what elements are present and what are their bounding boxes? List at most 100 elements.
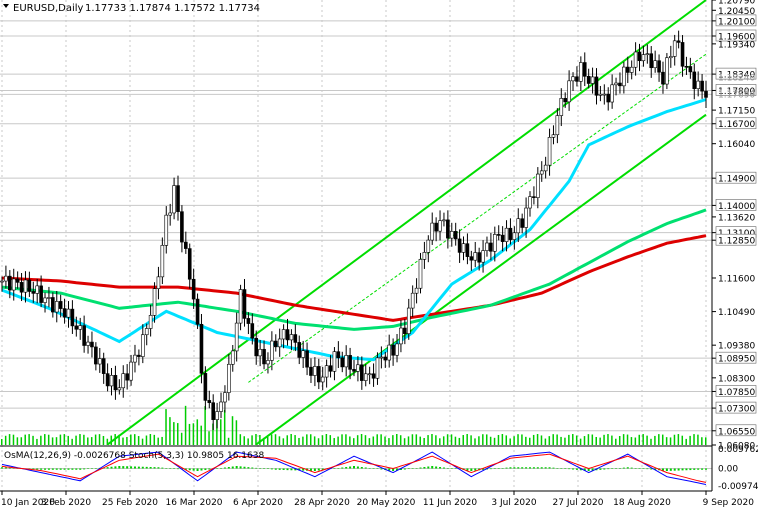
osma-bar — [47, 468, 50, 470]
osma-bar — [184, 468, 187, 470]
osma-bar — [200, 468, 203, 471]
volume-bar — [505, 435, 508, 445]
osma-bar — [59, 468, 62, 470]
price-level-box — [715, 401, 757, 414]
volume-bar — [497, 434, 500, 445]
candle-body — [594, 76, 599, 96]
volume-bar — [137, 436, 140, 445]
osma-bar — [110, 466, 113, 469]
stoch-main-line — [1, 451, 707, 485]
candlesticks — [0, 30, 708, 430]
osma-bar — [701, 468, 704, 470]
volume-bar — [40, 435, 42, 445]
candle-body — [461, 243, 466, 253]
candle-body — [438, 220, 442, 232]
candle-body — [176, 185, 180, 212]
volume-bar — [646, 435, 648, 445]
osma-bar — [634, 468, 637, 469]
osma-bar — [622, 467, 625, 469]
volume-bar — [1, 439, 3, 445]
volume-bar — [153, 434, 156, 445]
osma-bar — [63, 468, 66, 470]
osma-bar — [106, 467, 109, 469]
osma-bar — [196, 468, 199, 471]
candle-body — [39, 285, 43, 303]
candle-body — [47, 297, 51, 299]
volume-bar — [364, 435, 367, 445]
volume-bar — [454, 436, 457, 445]
volume-bar — [701, 437, 703, 445]
volume-bar — [423, 437, 425, 445]
volume-bar — [102, 435, 105, 445]
osma-bar — [615, 468, 618, 469]
candle-body — [230, 350, 235, 365]
volume-bar — [141, 438, 144, 445]
volume-bar — [693, 434, 695, 445]
price-tick-label: 1.16040 — [718, 140, 755, 150]
osma-bar — [220, 468, 223, 469]
osma-bar — [568, 468, 571, 470]
candle-body — [121, 373, 126, 389]
candle-body — [543, 164, 548, 172]
price-tick-label: 1.11600 — [718, 275, 755, 285]
volume-bar — [411, 434, 414, 445]
candle-body — [700, 80, 704, 92]
candle-body — [223, 392, 227, 403]
candle-body — [137, 354, 141, 357]
volume-bar — [353, 438, 355, 445]
candle-body — [473, 252, 478, 261]
time-tick-label: 27 Jul 2020 — [553, 498, 604, 508]
volume-bar — [44, 434, 46, 445]
volume-bar — [478, 436, 480, 445]
osma-bar — [141, 466, 144, 469]
osma-bar — [669, 468, 672, 471]
volume-bar — [568, 434, 570, 445]
volume-bar — [399, 435, 402, 445]
dropdown-arrow-icon[interactable] — [3, 4, 9, 8]
candle-body — [11, 278, 16, 291]
volume-bar — [697, 434, 699, 445]
osma-bar — [474, 468, 477, 471]
candle-body — [680, 42, 685, 67]
vertical-grid — [1, 0, 707, 491]
osma-bar — [454, 468, 457, 469]
candle-body — [191, 278, 196, 300]
candle-body — [156, 276, 161, 290]
volume-bar — [493, 437, 496, 445]
osma-bar — [661, 468, 664, 471]
volume-bar — [681, 435, 684, 445]
price-tick-label: 1.07850 — [718, 388, 755, 398]
candle-body — [97, 358, 102, 365]
candle-body — [8, 275, 12, 291]
osma-bar — [118, 466, 121, 469]
candle-body — [622, 66, 626, 87]
osma-bar — [216, 468, 219, 469]
time-tick-label: 9 Sep 2020 — [703, 498, 755, 508]
candle-body — [0, 280, 4, 283]
volume-bar — [59, 434, 62, 445]
osma-bar — [55, 468, 58, 470]
candle-body — [277, 338, 282, 348]
osma-bar — [157, 467, 160, 469]
candle-body — [242, 289, 247, 319]
candle-body — [360, 364, 364, 381]
channel-line — [248, 53, 707, 383]
volume-bar — [372, 436, 375, 445]
price-tick-label: 1.17800 — [718, 87, 755, 97]
price-tick-label: 1.19600 — [718, 32, 755, 42]
osma-bar — [28, 468, 31, 469]
candle-body — [211, 402, 215, 420]
volume-bar — [583, 436, 586, 445]
osma-bar — [380, 468, 383, 470]
candle-body — [313, 366, 317, 376]
candle-body — [586, 76, 591, 84]
candle-body — [129, 361, 133, 381]
candle-body — [496, 234, 501, 236]
candle-body — [391, 344, 395, 356]
volume-bar — [4, 435, 7, 445]
volume-bar — [564, 437, 566, 445]
candle-body — [465, 243, 470, 257]
candle-body — [492, 234, 497, 252]
osma-bar — [40, 468, 43, 470]
